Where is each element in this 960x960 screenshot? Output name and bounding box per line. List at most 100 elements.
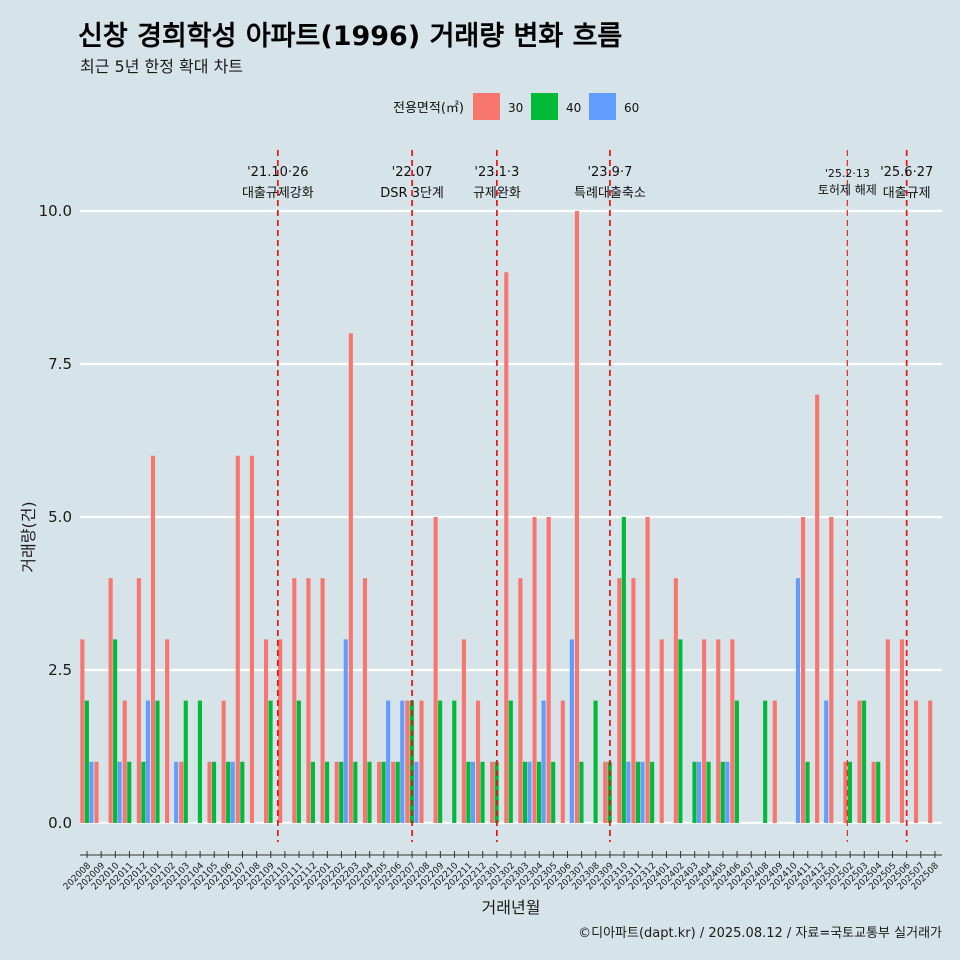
bar-40-202204 [367,761,372,823]
bar-40-202103 [183,700,188,823]
bar-40-202310 [621,517,626,823]
y-tick-label: 10.0 [39,202,72,220]
bar-40-202406 [734,700,739,823]
bar-30-202207 [405,700,410,823]
bar-30-202401 [659,639,664,823]
bar-30-202209 [433,517,438,823]
bar-40-202302 [508,700,513,823]
bar-30-202011 [122,700,127,823]
bar-40-202106 [226,761,231,823]
legend-label: 30 [508,101,523,115]
bar-30-202507 [914,700,919,823]
bar-30-202304 [532,517,537,823]
bar-30-202108 [249,455,254,823]
bar-30-202307 [574,211,579,823]
legend-swatch-30 [473,93,500,120]
event-date-label: '25.2·13 [825,167,870,180]
bar-40-202109 [268,700,273,823]
event-date-label: '23.9·7 [587,165,632,180]
bar-30-202212 [475,700,481,823]
bar-40-202211 [466,761,471,823]
bar-40-202010 [113,639,118,823]
bar-40-202205 [381,761,386,823]
y-tick-label: 7.5 [48,355,72,373]
bar-30-202008 [80,639,85,823]
bar-40-202307 [579,761,584,823]
bar-40-202305 [551,761,556,823]
bar-30-202211 [461,639,466,823]
bar-30-202306 [560,700,565,823]
event-date-label: '25.6·27 [880,165,933,180]
bar-30-202305 [546,517,551,823]
bar-60-202202 [343,639,348,823]
bar-40-202011 [127,761,132,823]
event-text-label: 규제완화 [473,186,521,201]
bar-60-202102 [174,761,179,823]
bar-40-202312 [650,761,655,823]
bar-40-202101 [155,700,160,823]
bar-30-202109 [263,639,269,823]
bar-40-202504 [876,761,881,823]
bar-30-202205 [377,761,382,823]
bar-40-202210 [452,700,457,823]
legend-swatch-40 [531,93,558,120]
bar-40-202201 [325,761,330,823]
bar-60-202206 [400,700,405,823]
bar-60-202410 [795,578,801,823]
bar-30-202102 [165,639,170,823]
event-text-label: 특례대출축소 [574,186,646,201]
bar-40-202012 [141,761,146,823]
bar-30-202110 [278,639,283,823]
bar-30-202303 [518,578,523,823]
bar-60-202205 [386,700,391,823]
bar-40-202209 [438,700,443,823]
bar-40-202404 [706,761,711,823]
event-text-label: DSR 3단계 [380,186,444,201]
event-date-label: '22.07 [392,165,433,180]
bar-30-202405 [716,639,721,823]
bar-60-202010 [117,761,122,823]
legend-label: 40 [566,101,581,115]
bar-40-202308 [593,700,598,823]
bar-30-202203 [348,333,353,823]
y-tick-label: 2.5 [48,661,72,679]
bar-30-202501 [829,517,834,823]
bar-60-202304 [541,700,546,823]
bar-30-202105 [207,761,212,823]
event-text-label: 대출규제 [883,186,931,201]
bar-30-202309 [603,761,608,823]
bar-30-202404 [702,639,707,823]
legend-swatch-60 [589,93,616,120]
bar-40-202105 [211,761,217,823]
bar-40-202008 [84,700,89,823]
bar-40-202212 [480,761,485,823]
y-tick-label: 5.0 [48,508,72,526]
bar-40-202311 [635,761,641,823]
bar-40-202403 [692,761,697,823]
bar-30-202009 [94,761,99,823]
bar-40-202304 [537,761,542,823]
bar-60-202405 [725,761,730,823]
bar-30-202508 [928,700,933,823]
bar-30-202010 [108,578,113,823]
bar-30-202111 [292,578,297,823]
bar-40-202203 [353,761,358,823]
bar-40-202104 [197,700,202,823]
bar-30-202502 [843,761,848,823]
event-date-label: '21.10·26 [247,165,308,180]
bar-60-202306 [569,639,574,823]
bar-30-202208 [419,700,424,823]
bar-30-202506 [899,639,905,823]
bar-60-202412 [824,700,829,823]
bar-30-202302 [504,272,509,823]
y-tick-label: 0.0 [48,814,72,832]
bar-30-202206 [391,761,396,823]
bar-30-202311 [631,578,636,823]
bar-30-202012 [136,578,141,823]
source-caption: ©디아파트(dapt.kr) / 2025.08.12 / 자료=국토교통부 실… [578,926,942,941]
event-text-label: 토허제 해제 [818,183,877,197]
bar-30-202402 [673,578,678,823]
legend-label: 60 [624,101,639,115]
